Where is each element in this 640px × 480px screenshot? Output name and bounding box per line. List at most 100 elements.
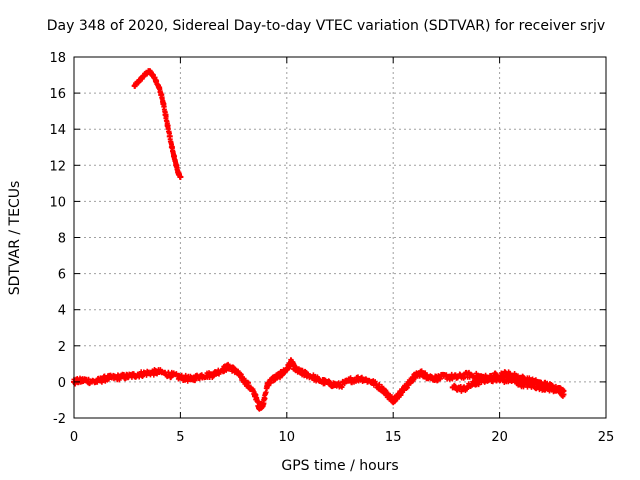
y-tick-label: 18	[49, 51, 66, 66]
y-tick-label: -2	[53, 412, 66, 427]
series-1-point	[379, 386, 386, 393]
series-1-point	[198, 372, 205, 379]
series-1-point	[92, 378, 99, 385]
series-1-point	[464, 371, 471, 378]
series-0-point	[173, 162, 180, 169]
series-1-point	[394, 393, 401, 400]
y-tick-label: 2	[58, 340, 66, 355]
series-0-point	[168, 144, 175, 151]
series-1-point	[417, 369, 424, 376]
x-tick-label: 15	[385, 430, 402, 445]
series-1-point	[400, 386, 407, 393]
series-1-point	[337, 382, 343, 389]
series-1-point	[277, 371, 284, 378]
x-tick-label: 25	[598, 430, 615, 445]
series-2-point	[556, 386, 563, 393]
series-1-point	[256, 404, 263, 411]
series-0-point	[177, 174, 184, 181]
x-tick-label: 5	[176, 430, 184, 445]
series-2-point	[560, 391, 567, 398]
series-1-point	[226, 363, 233, 370]
series-2-point	[449, 384, 456, 391]
y-tick-label: 6	[58, 268, 66, 283]
series-1-point	[432, 375, 439, 382]
x-axis-label: GPS time / hours	[281, 458, 398, 474]
series-1-point	[298, 369, 305, 376]
series-1-point	[390, 396, 397, 403]
series-0-point	[162, 111, 169, 118]
series-2-point	[524, 377, 531, 384]
series-2-point	[492, 372, 499, 379]
x-tick-label: 20	[491, 430, 508, 445]
series-1-point	[407, 378, 414, 385]
series-0-point	[146, 68, 153, 75]
series-0-point	[152, 77, 159, 84]
x-tick-label: 10	[279, 430, 296, 445]
series-0-point	[156, 84, 163, 91]
y-tick-label: 16	[49, 87, 66, 102]
series-1-point	[166, 371, 173, 378]
series-1-point	[443, 373, 450, 380]
series-0-point	[158, 91, 165, 98]
series-1-point	[358, 375, 365, 382]
series-0-point	[175, 169, 182, 176]
series-1-point	[517, 380, 524, 387]
series-1-point	[288, 359, 295, 366]
series-2-point	[471, 380, 478, 387]
series-1-point	[368, 378, 375, 385]
y-tick-label: 0	[58, 376, 66, 391]
series-1-point	[264, 380, 271, 387]
series-2-point	[545, 382, 552, 389]
series-0-point	[171, 153, 178, 160]
series-1-point	[219, 366, 226, 373]
chart-title: Day 348 of 2020, Sidereal Day-to-day VTE…	[47, 18, 605, 34]
series-0-point	[131, 82, 138, 89]
series-1-point	[326, 380, 333, 387]
series-1-point	[251, 391, 258, 398]
series-0-point	[149, 72, 156, 79]
series-1-point	[283, 366, 290, 373]
series-1-point	[232, 368, 239, 375]
series-2-point	[534, 379, 541, 386]
series-2-point	[502, 370, 509, 377]
series-1-point	[454, 374, 461, 381]
series-1-point	[315, 377, 322, 384]
series-0-point	[160, 100, 167, 107]
series-1-point	[411, 373, 418, 380]
series-1-point	[124, 373, 131, 380]
y-tick-label: 12	[49, 159, 66, 174]
grid	[74, 57, 606, 418]
series-1-point	[245, 382, 252, 389]
series-1	[71, 357, 567, 412]
series-2	[449, 369, 567, 399]
series-1-point	[113, 374, 120, 381]
series-1-point	[260, 400, 267, 407]
series-2-point	[460, 386, 467, 393]
series-layer	[71, 68, 567, 412]
series-1-point	[177, 374, 184, 381]
series-1-point	[292, 366, 299, 373]
series-0	[131, 68, 184, 181]
series-1-point	[102, 375, 109, 382]
series-0-point	[139, 74, 146, 81]
series-0-point	[164, 122, 171, 129]
series-1-point	[239, 375, 246, 382]
series-1-point	[134, 371, 141, 378]
series-1-point	[188, 376, 195, 383]
series-1-point	[347, 377, 354, 384]
y-tick-label: 4	[58, 304, 66, 319]
series-2-point	[513, 373, 520, 380]
y-axis-label: SDTVAR / TECUs	[7, 181, 23, 296]
ticks: 0 5 10 15 20 25 -2 0 2 4 6 8 10 12 14 16 18	[49, 51, 614, 445]
series-0-point	[166, 133, 173, 140]
y-tick-label: 10	[49, 195, 66, 210]
y-tick-label: 14	[49, 123, 66, 138]
series-1-point	[305, 371, 312, 378]
series-1-point	[81, 377, 88, 384]
series-1-point	[271, 375, 278, 382]
series-1-point	[209, 371, 216, 378]
series-1-point	[156, 368, 163, 375]
series-0-point	[134, 79, 141, 86]
